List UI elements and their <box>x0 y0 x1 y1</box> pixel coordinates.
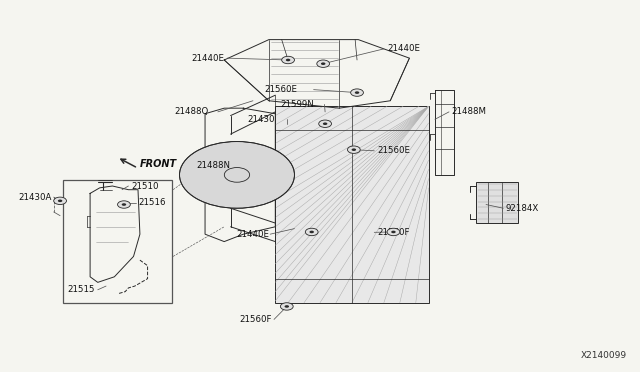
Circle shape <box>387 228 400 235</box>
Text: 21516: 21516 <box>138 198 166 207</box>
Circle shape <box>118 201 131 208</box>
Text: 21599N: 21599N <box>280 100 314 109</box>
Text: 21560E: 21560E <box>378 146 410 155</box>
Circle shape <box>317 60 330 67</box>
Circle shape <box>323 122 327 125</box>
Circle shape <box>391 231 396 233</box>
Text: 21560F: 21560F <box>378 228 410 237</box>
Circle shape <box>310 231 314 233</box>
Circle shape <box>351 89 364 96</box>
Text: 21440E: 21440E <box>387 44 420 53</box>
Text: X2140099: X2140099 <box>580 351 627 360</box>
Bar <box>275 106 429 303</box>
Circle shape <box>351 148 356 151</box>
Text: 21430A: 21430A <box>19 193 52 202</box>
Circle shape <box>321 62 325 65</box>
Circle shape <box>286 59 291 61</box>
Text: 21440E: 21440E <box>191 54 224 62</box>
Text: 21488N: 21488N <box>196 161 230 170</box>
Text: 21430: 21430 <box>248 115 275 124</box>
Text: 92184X: 92184X <box>505 204 538 213</box>
Circle shape <box>179 141 294 208</box>
Bar <box>476 182 518 223</box>
Circle shape <box>348 146 360 153</box>
Bar <box>63 180 172 303</box>
Text: 21488M: 21488M <box>451 108 486 116</box>
Circle shape <box>54 197 67 205</box>
Text: 21440E: 21440E <box>236 230 269 239</box>
Circle shape <box>280 303 293 310</box>
Circle shape <box>305 228 318 235</box>
Text: FRONT: FRONT <box>140 159 177 169</box>
Text: 21560E: 21560E <box>265 85 298 94</box>
Circle shape <box>285 305 289 308</box>
Text: 21488Q: 21488Q <box>174 108 208 116</box>
Circle shape <box>58 199 62 202</box>
Text: 21560F: 21560F <box>239 315 272 324</box>
Circle shape <box>355 91 359 94</box>
Text: 21510: 21510 <box>132 182 159 190</box>
Text: 21515: 21515 <box>68 285 95 294</box>
Circle shape <box>319 120 332 128</box>
Circle shape <box>282 56 294 64</box>
Circle shape <box>122 203 126 206</box>
